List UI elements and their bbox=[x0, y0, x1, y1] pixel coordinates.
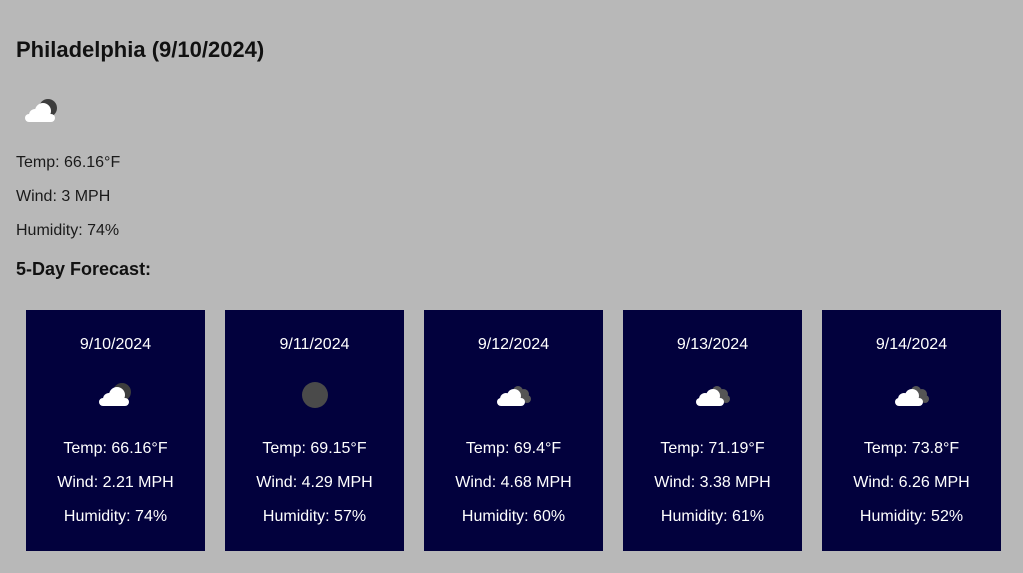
current-temp: Temp: 66.16°F bbox=[16, 154, 121, 171]
forecast-wind: Wind: 2.21 MPH bbox=[57, 474, 174, 491]
forecast-card: 9/14/2024 Temp: 73.8°F Wind: 6.26 MPH Hu… bbox=[822, 310, 1001, 551]
forecast-heading: 5-Day Forecast: bbox=[16, 259, 152, 279]
forecast-temp: Temp: 69.15°F bbox=[262, 440, 367, 457]
forecast-humidity: Humidity: 74% bbox=[63, 508, 168, 525]
forecast-date: 9/13/2024 bbox=[676, 336, 749, 353]
forecast-wind: Wind: 4.29 MPH bbox=[256, 474, 373, 491]
cloud-moon-icon bbox=[22, 96, 62, 126]
forecast-date: 9/12/2024 bbox=[477, 336, 550, 353]
forecast-humidity: Humidity: 52% bbox=[859, 508, 964, 525]
forecast-temp: Temp: 66.16°F bbox=[63, 440, 168, 457]
forecast-card: 9/10/2024 Temp: 66.16°F Wind: 2.21 MPH H… bbox=[26, 310, 205, 551]
forecast-temp: Temp: 71.19°F bbox=[660, 440, 765, 457]
broken-clouds-icon bbox=[892, 380, 932, 410]
forecast-humidity: Humidity: 57% bbox=[262, 508, 367, 525]
current-wind: Wind: 3 MPH bbox=[16, 188, 111, 205]
forecast-humidity: Humidity: 61% bbox=[660, 508, 765, 525]
forecast-temp: Temp: 73.8°F bbox=[863, 440, 960, 457]
forecast-wind: Wind: 3.38 MPH bbox=[654, 474, 771, 491]
page-title: Philadelphia (9/10/2024) bbox=[16, 37, 265, 62]
forecast-card: 9/12/2024 Temp: 69.4°F Wind: 4.68 MPH Hu… bbox=[424, 310, 603, 551]
forecast-list: 9/10/2024 Temp: 66.16°F Wind: 2.21 MPH H… bbox=[26, 310, 1001, 551]
forecast-wind: Wind: 4.68 MPH bbox=[455, 474, 572, 491]
forecast-temp: Temp: 69.4°F bbox=[465, 440, 562, 457]
current-humidity: Humidity: 74% bbox=[16, 222, 120, 239]
forecast-date: 9/10/2024 bbox=[79, 336, 152, 353]
broken-clouds-icon bbox=[494, 380, 534, 410]
cloud-moon-icon bbox=[96, 380, 136, 410]
forecast-date: 9/11/2024 bbox=[279, 336, 350, 353]
forecast-card: 9/11/2024 Temp: 69.15°F Wind: 4.29 MPH H… bbox=[225, 310, 404, 551]
forecast-date: 9/14/2024 bbox=[875, 336, 948, 353]
forecast-humidity: Humidity: 60% bbox=[461, 508, 566, 525]
broken-clouds-icon bbox=[693, 380, 733, 410]
forecast-card: 9/13/2024 Temp: 71.19°F Wind: 3.38 MPH H… bbox=[623, 310, 802, 551]
forecast-wind: Wind: 6.26 MPH bbox=[853, 474, 970, 491]
moon-icon bbox=[295, 380, 335, 410]
